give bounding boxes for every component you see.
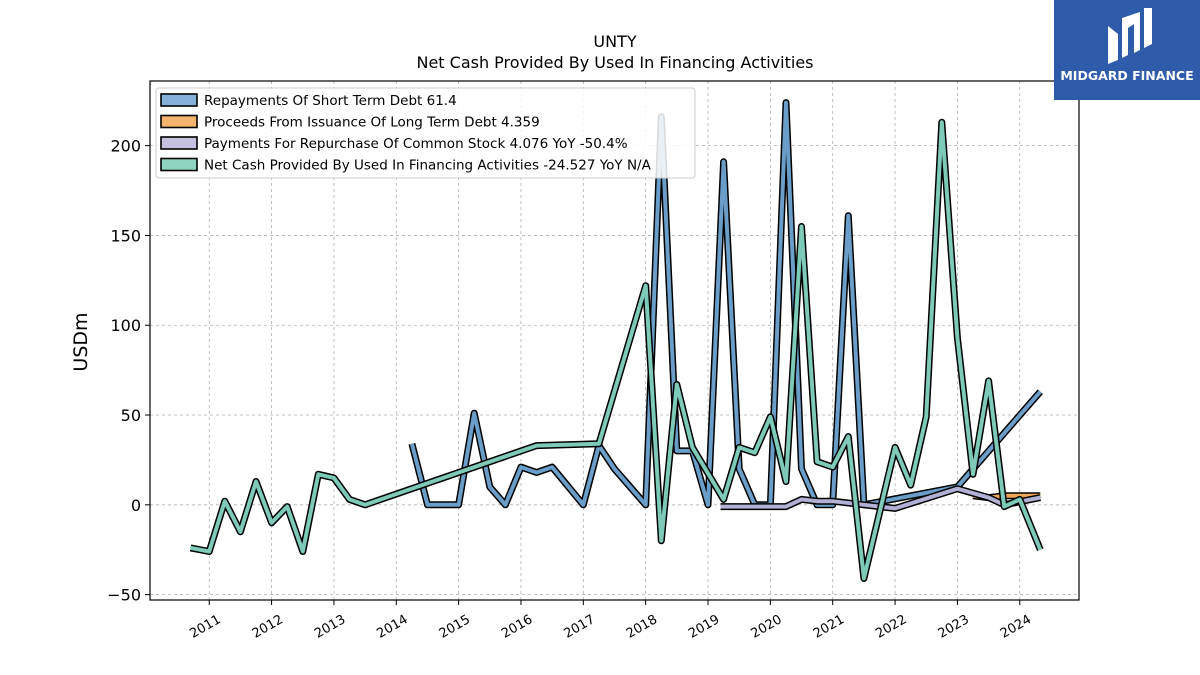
x-tick-label: 2014: [374, 612, 410, 642]
x-tick-label: 2019: [686, 612, 722, 642]
series-line: [190, 120, 1043, 581]
legend-label: Payments For Repurchase Of Common Stock …: [204, 136, 628, 152]
x-ticks: 2011 2012 2013 2014 2015 2016 2017 2018 2019 2020…: [187, 600, 1034, 642]
x-tick-label: 2023: [936, 612, 972, 642]
plot-frame: [149, 80, 1080, 601]
chart-title: UNTY: [593, 32, 636, 51]
series-line: [720, 486, 1041, 511]
chart-subtitle: Net Cash Provided By Used In Financing A…: [416, 53, 813, 72]
x-tick-label: 2011: [187, 612, 223, 642]
legend-box: [155, 87, 696, 179]
x-tick-label: 2013: [312, 612, 348, 642]
legend-swatch: [160, 93, 198, 107]
x-tick-label: 2017: [561, 612, 597, 642]
x-tick-label: 2016: [499, 612, 535, 642]
series-outline: [189, 118, 1044, 582]
midgard-logo-icon: [1108, 8, 1152, 64]
y-tick-label: 0: [131, 496, 141, 515]
legend-swatch: [160, 136, 198, 150]
x-tick-label: 2022: [873, 612, 909, 642]
legend-label: Proceeds From Issuance Of Long Term Debt…: [204, 115, 540, 131]
series-layer: [189, 99, 1044, 582]
legend-swatch: [160, 157, 198, 172]
y-ticks: −50 0 50 100 150 200: [107, 137, 150, 605]
y-tick-label: 50: [121, 406, 141, 425]
brand-logo-text: MIDGARD FINANCE: [1060, 68, 1194, 83]
y-tick-label: −50: [107, 586, 141, 605]
y-tick-label: 150: [110, 226, 141, 245]
legend-swatch: [160, 114, 198, 129]
x-tick-label: 2024: [998, 612, 1034, 642]
brand-logo: MIDGARD FINANCE: [1054, 0, 1200, 100]
legend-label: Net Cash Provided By Used In Financing A…: [204, 158, 652, 174]
x-tick-label: 2018: [624, 612, 660, 642]
legend-label: Repayments Of Short Term Debt 61.4: [204, 93, 457, 109]
x-tick-label: 2020: [749, 612, 785, 642]
y-tick-label: 200: [110, 137, 141, 156]
series-line: [409, 100, 1042, 507]
x-tick-label: 2012: [250, 612, 286, 642]
y-tick-label: 100: [110, 316, 141, 335]
x-tick-label: 2021: [811, 612, 847, 642]
y-axis-label: USDm: [70, 312, 92, 371]
legend: Repayments Of Short Term Debt 61.4 Procee…: [155, 87, 696, 179]
x-tick-label: 2015: [437, 612, 473, 642]
